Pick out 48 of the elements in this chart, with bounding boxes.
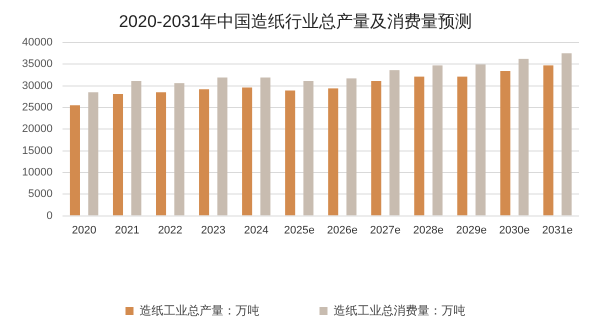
bar (70, 105, 80, 216)
bar (432, 65, 443, 216)
bar (242, 87, 252, 216)
bar (303, 80, 314, 216)
bar (543, 65, 554, 216)
x-tick-label: 2021 (114, 224, 140, 236)
y-tick-label: 35000 (22, 58, 53, 70)
bar (476, 64, 486, 216)
y-tick-label: 10000 (22, 166, 53, 178)
legend-label: 造纸工业总产量：万吨 (140, 303, 260, 318)
bar (457, 76, 468, 216)
bar (328, 88, 338, 216)
bar (389, 70, 400, 216)
y-tick-label: 40000 (22, 36, 53, 48)
y-tick-label: 20000 (22, 123, 53, 136)
bar (500, 71, 510, 216)
x-tick-label: 2029e (456, 224, 487, 236)
x-tick-label: 2020 (72, 224, 96, 236)
bar (285, 90, 296, 216)
chart-title: 2020-2031年中国造纸行业总产量及消费量预测 (118, 12, 472, 31)
y-tick-label: 25000 (22, 101, 53, 114)
bar (131, 80, 142, 216)
bar (112, 94, 124, 216)
bar (518, 58, 529, 216)
y-tick-label: 15000 (22, 144, 53, 157)
x-tick-label: 2030e (499, 224, 530, 236)
x-tick-label: 2022 (158, 224, 182, 236)
x-tick-label: 2031e (542, 224, 573, 236)
x-tick-label: 2028e (413, 224, 444, 236)
legend-label: 造纸工业总消费量：万吨 (334, 303, 466, 318)
bar (414, 76, 424, 216)
y-tick-label: 30000 (22, 80, 53, 92)
bar (156, 92, 166, 216)
x-tick-label: 2024 (244, 224, 268, 236)
x-tick-label: 2026e (327, 224, 358, 236)
bar (217, 78, 228, 216)
bar (260, 78, 270, 216)
bar (562, 53, 572, 216)
y-tick-label: 0 (46, 210, 53, 222)
bar (174, 83, 184, 216)
x-tick-label: 2025e (284, 224, 315, 236)
bar (346, 78, 356, 216)
x-tick-label: 2027e (370, 224, 401, 236)
bar (199, 89, 210, 216)
bar (88, 92, 98, 216)
bar (371, 80, 382, 216)
y-tick-label: 5000 (28, 188, 53, 200)
x-tick-label: 2023 (200, 224, 226, 236)
